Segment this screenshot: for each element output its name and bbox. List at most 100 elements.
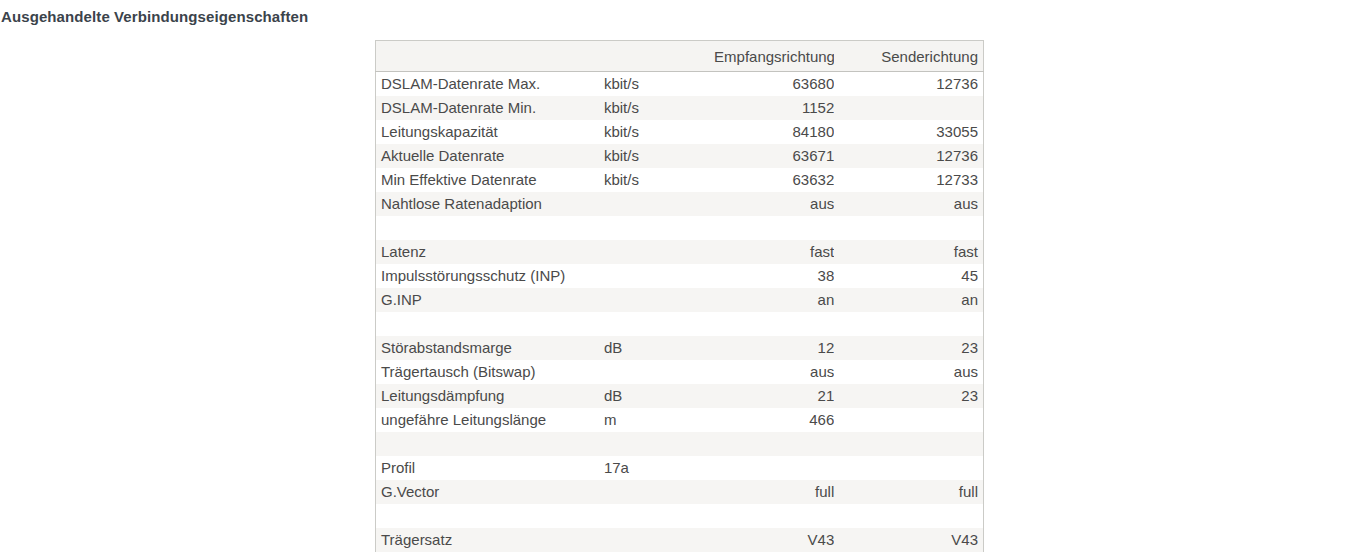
cell-unit: 17a: [604, 456, 714, 480]
table-row: ungefähre Leitungslängem466: [376, 408, 984, 432]
cell-receive-value: aus: [714, 360, 834, 384]
cell-label: Trägersatz: [376, 528, 604, 552]
cell-receive-value: 63632: [714, 168, 834, 192]
table-row: Profil17a: [376, 456, 984, 480]
cell-send-value: fast: [834, 240, 983, 264]
cell-unit: kbit/s: [604, 168, 714, 192]
cell-unit: [604, 480, 714, 504]
table-row: Trägertausch (Bitswap) ausaus: [376, 360, 984, 384]
cell-receive-value: [714, 456, 834, 480]
cell-unit: dB: [604, 384, 714, 408]
table-row: Aktuelle Datenratekbit/s6367112736: [376, 144, 984, 168]
cell-unit: [604, 264, 714, 288]
cell-label: ungefähre Leitungslänge: [376, 408, 604, 432]
header-label-column: [376, 41, 604, 72]
cell-send-value: 12736: [834, 72, 983, 97]
cell-receive-value: [714, 504, 834, 528]
cell-label: Aktuelle Datenrate: [376, 144, 604, 168]
cell-send-value: full: [834, 480, 983, 504]
page-title: Ausgehandelte Verbindungseigenschaften: [1, 8, 308, 25]
cell-send-value: [834, 312, 983, 336]
cell-receive-value: 12: [714, 336, 834, 360]
dsl-info-page: Ausgehandelte Verbindungseigenschaften E…: [0, 0, 1359, 553]
cell-send-value: 23: [834, 384, 983, 408]
table-row: StörabstandsmargedB1223: [376, 336, 984, 360]
cell-receive-value: [714, 216, 834, 240]
cell-send-value: 45: [834, 264, 983, 288]
cell-receive-value: 63680: [714, 72, 834, 97]
cell-label: DSLAM-Datenrate Max.: [376, 72, 604, 97]
table-row: Min Effektive Datenratekbit/s6363212733: [376, 168, 984, 192]
cell-receive-value: aus: [714, 192, 834, 216]
cell-label: [376, 216, 604, 240]
cell-receive-value: 63671: [714, 144, 834, 168]
cell-receive-value: V43: [714, 528, 834, 552]
table-row: Leitungskapazitätkbit/s8418033055: [376, 120, 984, 144]
cell-unit: kbit/s: [604, 96, 714, 120]
cell-label: G.INP: [376, 288, 604, 312]
cell-send-value: 12736: [834, 144, 983, 168]
cell-send-value: [834, 408, 983, 432]
cell-unit: dB: [604, 336, 714, 360]
table-row: LeitungsdämpfungdB2123: [376, 384, 984, 408]
cell-receive-value: 38: [714, 264, 834, 288]
table-row: G.Vector fullfull: [376, 480, 984, 504]
cell-send-value: [834, 432, 983, 456]
cell-receive-value: 84180: [714, 120, 834, 144]
cell-label: Leitungskapazität: [376, 120, 604, 144]
header-empfangsrichtung: Empfangsrichtung: [714, 41, 834, 72]
cell-label: Impulsstörungsschutz (INP): [376, 264, 604, 288]
cell-send-value: V43: [834, 528, 983, 552]
cell-send-value: [834, 216, 983, 240]
cell-label: Störabstandsmarge: [376, 336, 604, 360]
cell-unit: kbit/s: [604, 144, 714, 168]
cell-send-value: aus: [834, 360, 983, 384]
cell-send-value: 33055: [834, 120, 983, 144]
table-spacer-row: [376, 312, 984, 336]
cell-label: [376, 312, 604, 336]
cell-unit: [604, 432, 714, 456]
cell-send-value: 23: [834, 336, 983, 360]
cell-unit: [604, 504, 714, 528]
cell-receive-value: [714, 432, 834, 456]
table-spacer-row: [376, 504, 984, 528]
cell-label: Trägertausch (Bitswap): [376, 360, 604, 384]
cell-send-value: [834, 96, 983, 120]
cell-label: [376, 504, 604, 528]
cell-unit: [604, 288, 714, 312]
cell-label: Nahtlose Ratenadaption: [376, 192, 604, 216]
cell-send-value: [834, 504, 983, 528]
cell-unit: [604, 192, 714, 216]
header-unit-column: [604, 41, 714, 72]
table-row: DSLAM-Datenrate Max.kbit/s6368012736: [376, 72, 984, 97]
cell-send-value: an: [834, 288, 983, 312]
cell-receive-value: [714, 312, 834, 336]
cell-receive-value: full: [714, 480, 834, 504]
table-body: DSLAM-Datenrate Max.kbit/s6368012736DSLA…: [376, 72, 984, 553]
table-row: G.INP anan: [376, 288, 984, 312]
table-row: Nahtlose Ratenadaptionausaus: [376, 192, 984, 216]
cell-receive-value: fast: [714, 240, 834, 264]
cell-unit: kbit/s: [604, 120, 714, 144]
table-row: Impulsstörungsschutz (INP) 3845: [376, 264, 984, 288]
cell-send-value: [834, 456, 983, 480]
cell-label: Profil: [376, 456, 604, 480]
table-row: Trägersatz V43V43: [376, 528, 984, 552]
cell-unit: [604, 216, 714, 240]
cell-label: [376, 432, 604, 456]
cell-label: Leitungsdämpfung: [376, 384, 604, 408]
cell-unit: kbit/s: [604, 72, 714, 97]
cell-label: G.Vector: [376, 480, 604, 504]
table-row: DSLAM-Datenrate Min.kbit/s1152: [376, 96, 984, 120]
cell-receive-value: 466: [714, 408, 834, 432]
cell-label: Min Effektive Datenrate: [376, 168, 604, 192]
cell-unit: m: [604, 408, 714, 432]
cell-receive-value: an: [714, 288, 834, 312]
cell-unit: [604, 528, 714, 552]
cell-unit: [604, 240, 714, 264]
table-spacer-row: [376, 432, 984, 456]
table-spacer-row: [376, 216, 984, 240]
table-header-row: Empfangsrichtung Senderichtung: [376, 41, 984, 72]
cell-receive-value: 1152: [714, 96, 834, 120]
header-senderichtung: Senderichtung: [834, 41, 983, 72]
